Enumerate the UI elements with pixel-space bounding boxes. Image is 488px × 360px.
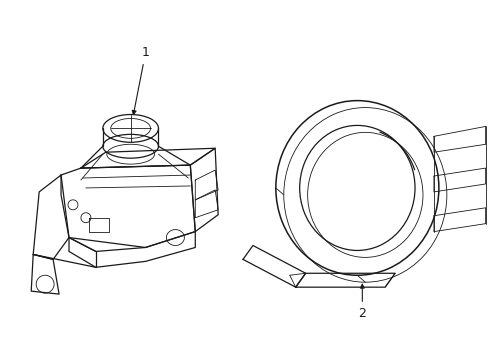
Text: 1: 1	[132, 46, 149, 114]
Text: 2: 2	[358, 284, 366, 320]
